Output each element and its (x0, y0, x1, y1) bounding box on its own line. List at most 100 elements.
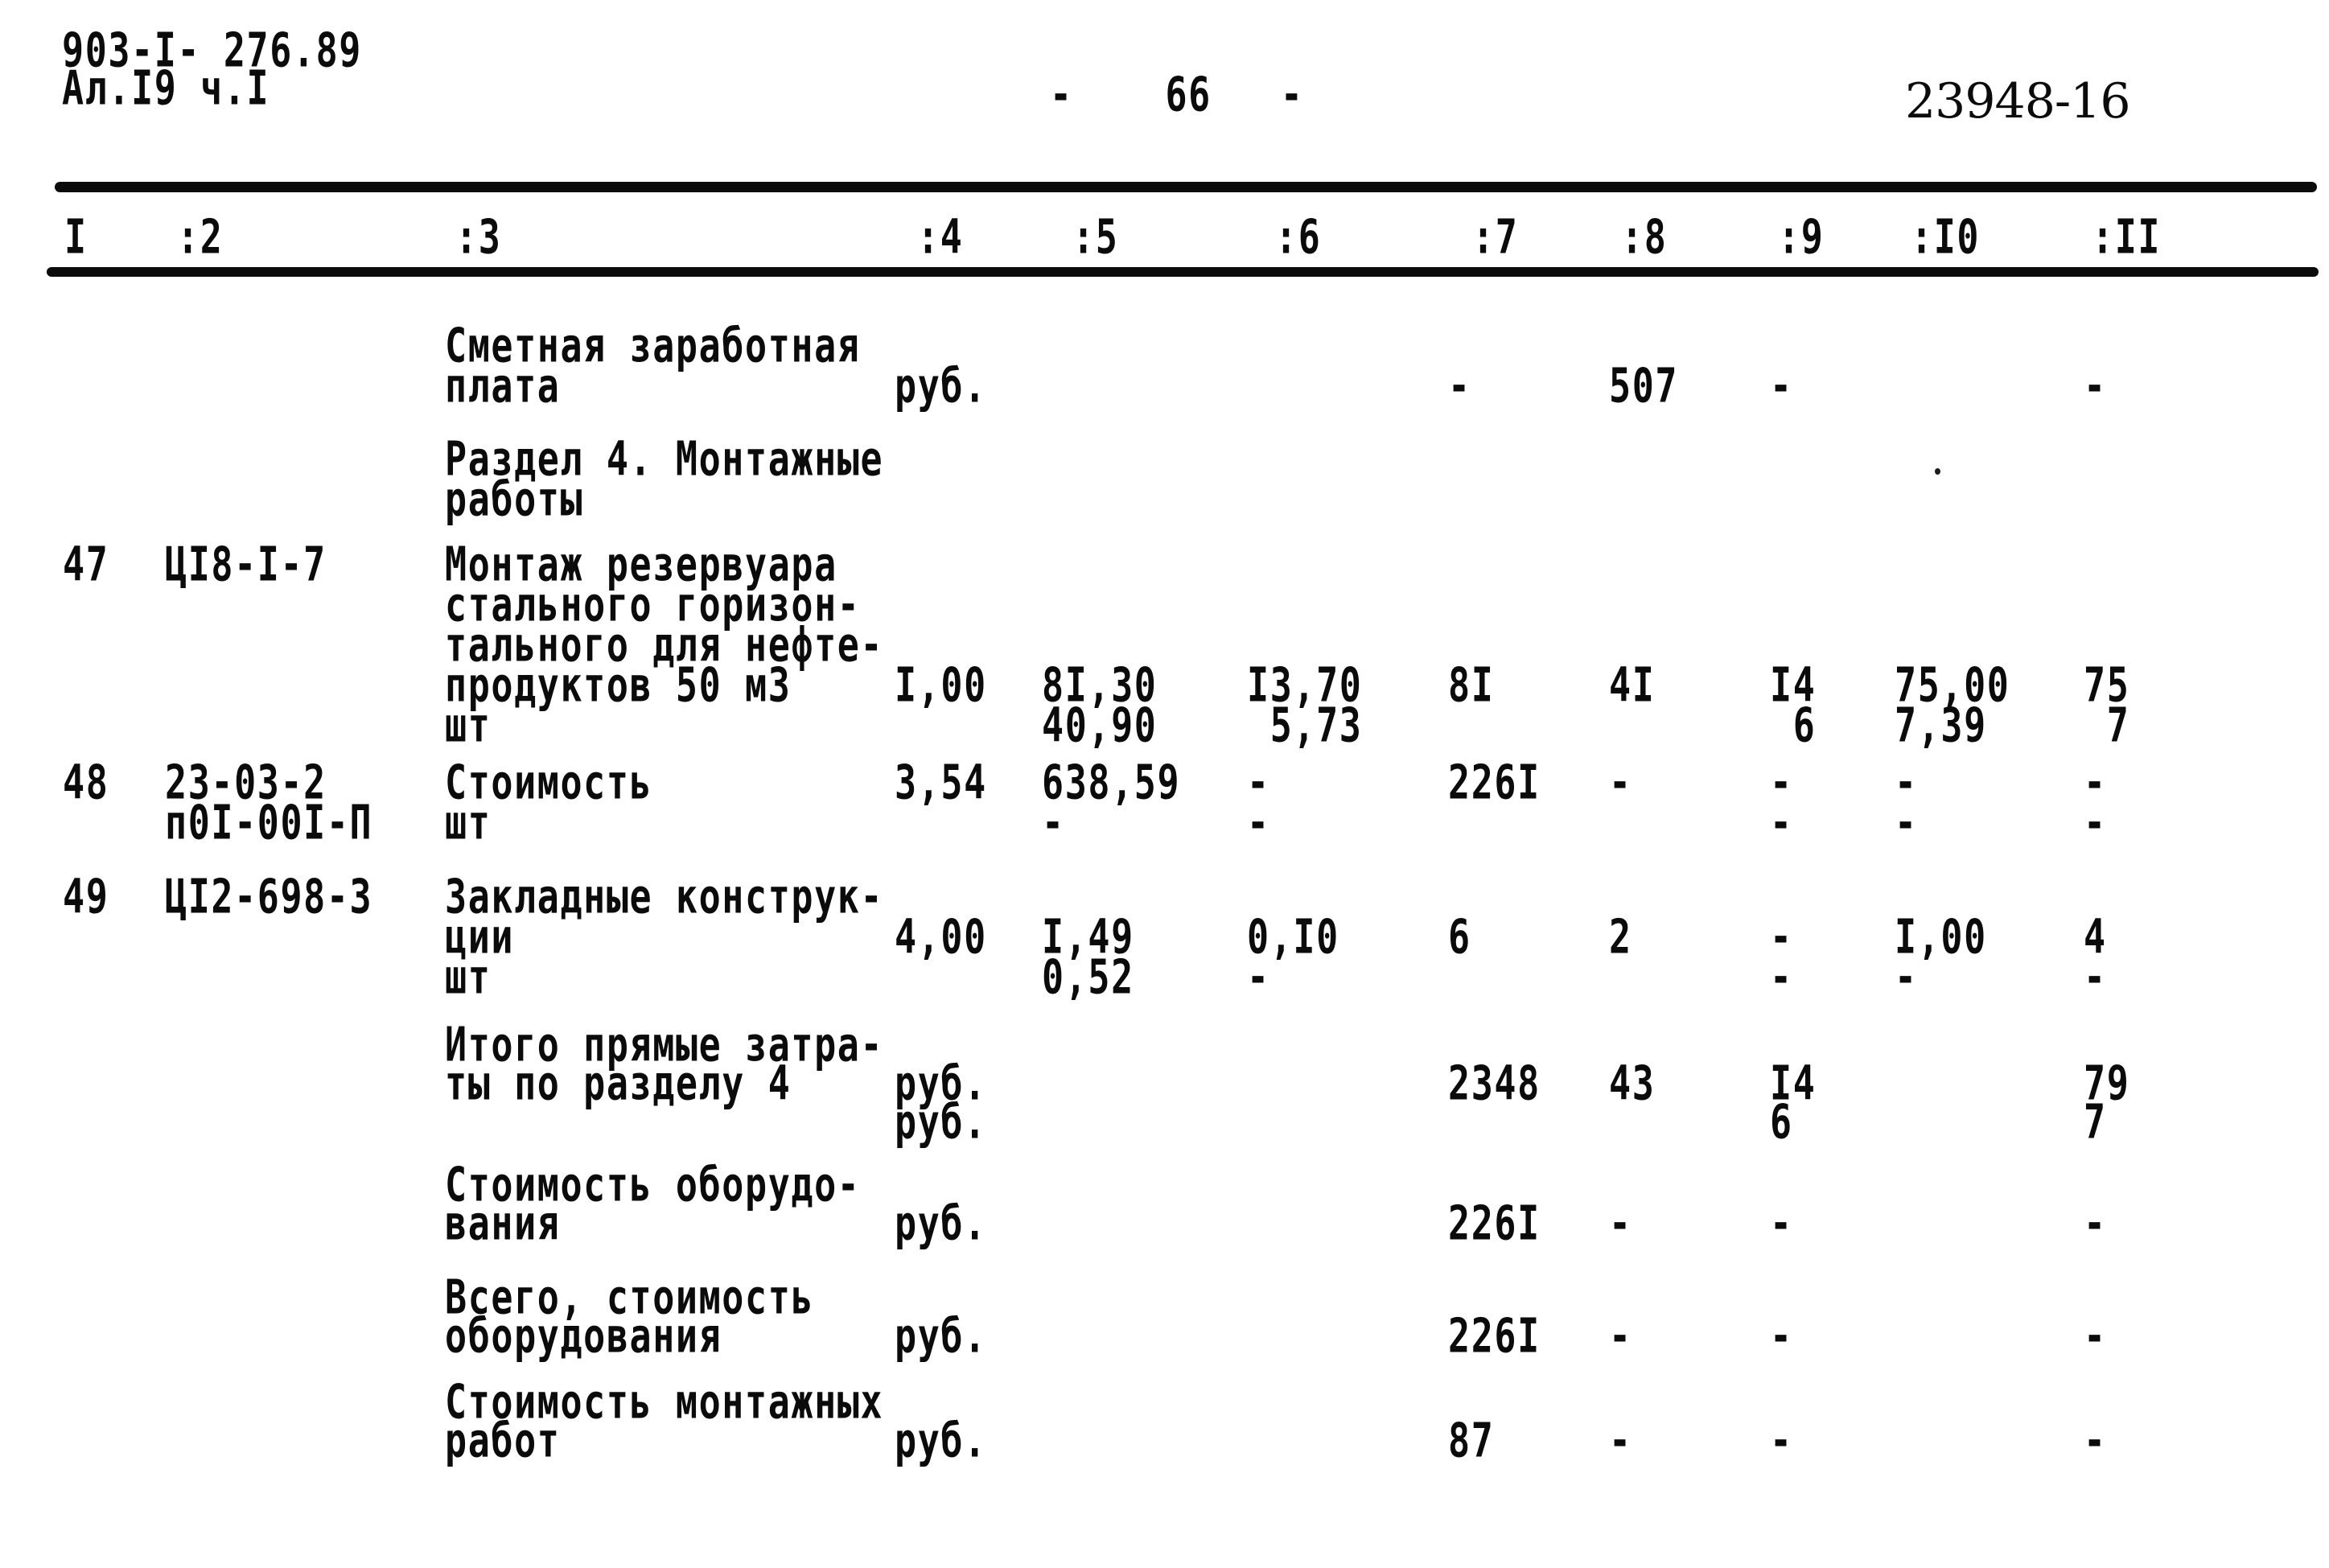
table-cell: руб. (895, 1055, 987, 1111)
table-cell: 7 (2084, 697, 2130, 753)
table-cell: Стоимость монтажных (445, 1373, 884, 1430)
table-cell: 79 (2084, 1055, 2130, 1111)
table-cell: 226I (1448, 1195, 1541, 1251)
table-cell: 43 (1609, 1055, 1656, 1111)
table-cell: - (1770, 357, 1793, 414)
table-cell: - (1770, 1307, 1793, 1364)
table-cell: Стоимость (445, 754, 653, 810)
table-cell: п0I-00I-П (165, 794, 373, 850)
table-cell: ты по разделу 4 (445, 1055, 792, 1111)
column-header: I (64, 208, 88, 265)
table-cell: продуктов 50 м3 (445, 656, 792, 713)
table-cell: - (1770, 754, 1793, 810)
column-header: :5 (1072, 208, 1119, 265)
table-cell: - (1895, 754, 1918, 810)
table-cell: 75 (2084, 656, 2130, 713)
table-cell: I4 (1770, 656, 1817, 713)
table-header-bottom-rule (47, 267, 2319, 277)
table-cell: 5,73 (1247, 697, 1363, 753)
table-cell: - (1609, 1195, 1632, 1251)
table-cell: - (1609, 1307, 1632, 1364)
column-header: :I0 (1911, 208, 1981, 265)
table-cell: 48 (63, 754, 109, 810)
table-cell: 75,00 (1895, 656, 2010, 713)
table-cell: - (2084, 357, 2107, 414)
column-header: :6 (1275, 208, 1322, 265)
table-cell: 4,00 (895, 908, 987, 965)
table-cell: плата (445, 357, 561, 414)
table-cell: - (1770, 908, 1793, 965)
table-cell: 8I,30 (1042, 656, 1158, 713)
table-cell: - (2084, 1412, 2107, 1468)
table-cell: 226I (1448, 1307, 1541, 1364)
table-cell: шт (445, 794, 492, 850)
column-header: :7 (1472, 208, 1519, 265)
table-cell: - (1247, 949, 1270, 1005)
table-cell: 638,59 (1042, 754, 1181, 810)
table-cell: I4 (1770, 1055, 1817, 1111)
table-cell: 47 (63, 536, 109, 592)
table-cell: 8I (1448, 656, 1495, 713)
table-cell: Раздел 4. Монтажные (445, 430, 884, 487)
table-cell: руб. (895, 1195, 987, 1251)
table-cell: 4I (1609, 656, 1656, 713)
table-cell: - (1770, 794, 1793, 850)
page-number: - 66 - (1050, 66, 1304, 122)
table-cell: 2 (1609, 908, 1632, 965)
column-header: :8 (1621, 208, 1668, 265)
scan-speck (1935, 468, 1940, 475)
table-cell: - (2084, 794, 2107, 850)
table-cell: руб. (895, 357, 987, 414)
table-cell: руб. (895, 1412, 987, 1468)
table-cell: - (2084, 1307, 2107, 1364)
table-cell: Закладные конструк- (445, 868, 884, 924)
table-cell: 6 (1448, 908, 1471, 965)
table-cell: Стоимость оборудо- (445, 1156, 861, 1212)
table-cell: - (2084, 754, 2107, 810)
table-cell: руб. (895, 1307, 987, 1364)
table-cell: - (1042, 794, 1065, 850)
table-cell: I,00 (1895, 908, 1987, 965)
table-cell: I,00 (895, 656, 987, 713)
table-cell: - (1609, 1412, 1632, 1468)
table-cell: - (1247, 754, 1270, 810)
table-cell: 0,I0 (1247, 908, 1339, 965)
table-cell: - (1770, 949, 1793, 1005)
table-cell: 7,39 (1895, 697, 1987, 753)
table-cell: 4 (2084, 908, 2107, 965)
table-cell: работы (445, 471, 584, 527)
column-header: :2 (177, 208, 224, 265)
table-cell: Монтаж резервуара (445, 536, 837, 592)
table-cell: тального для нефте- (445, 616, 884, 673)
table-cell: 226I (1448, 754, 1541, 810)
table-cell: ции (445, 908, 515, 965)
album-sheet: Ал.I9 ч.I (62, 60, 270, 116)
column-header: :3 (455, 208, 502, 265)
table-cell: Сметная заработная (445, 317, 861, 373)
table-cell: - (1770, 1412, 1793, 1468)
table-cell: 3,54 (895, 754, 987, 810)
table-cell: - (1895, 949, 1918, 1005)
table-cell: 87 (1448, 1412, 1495, 1468)
table-cell: 507 (1609, 357, 1679, 414)
table-cell: работ (445, 1412, 561, 1468)
table-cell: ЦI8-I-7 (165, 536, 327, 592)
table-cell: 49 (63, 868, 109, 924)
column-header: :9 (1778, 208, 1825, 265)
table-cell: вания (445, 1195, 561, 1251)
table-cell: ЦI2-698-3 (165, 868, 373, 924)
table-top-rule (55, 182, 2317, 192)
table-cell: - (1247, 794, 1270, 850)
table-cell: - (1609, 754, 1632, 810)
doc-code: 903-I- 276.89 (62, 22, 362, 78)
table-cell: шт (445, 697, 492, 753)
table-cell: - (1770, 1195, 1793, 1251)
table-cell: 6 (1770, 697, 1817, 753)
table-cell: шт (445, 949, 492, 1005)
table-cell: 2348 (1448, 1055, 1541, 1111)
table-cell: - (1448, 357, 1471, 414)
table-cell: руб. (895, 1093, 987, 1150)
column-header: :II (2092, 208, 2162, 265)
table-cell: 40,90 (1042, 697, 1158, 753)
